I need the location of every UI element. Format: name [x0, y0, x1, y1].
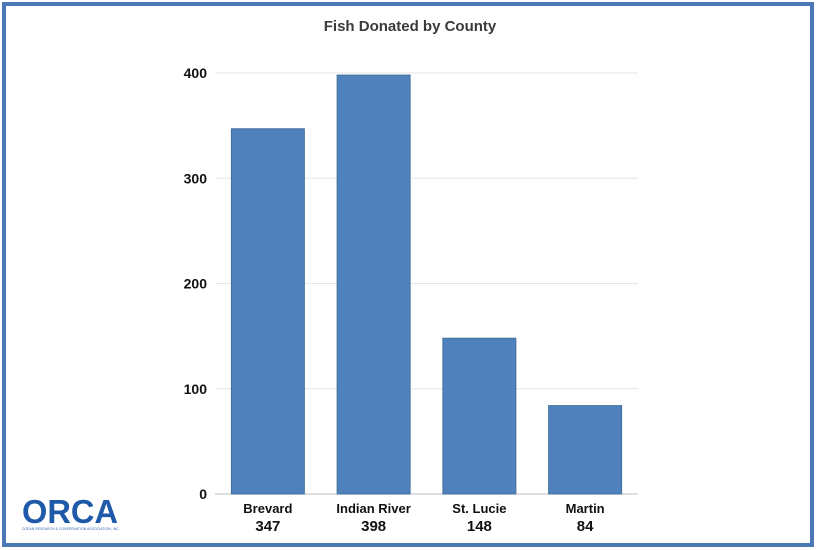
bar [442, 337, 517, 495]
y-tick-label: 200 [184, 276, 208, 292]
chart-title: Fish Donated by County [324, 18, 497, 35]
x-tick-label: Brevard [243, 501, 292, 516]
data-label: 84 [577, 518, 594, 535]
data-label: 347 [255, 518, 280, 535]
orca-logo: ORCA OCEAN RESEARCH & CONSERVATION ASSOC… [22, 493, 120, 531]
data-label: 398 [361, 518, 386, 535]
bar [230, 128, 305, 495]
bar-layer [230, 74, 623, 495]
y-tick-label: 300 [184, 170, 208, 186]
orca-logo-text: ORCA [22, 493, 118, 530]
y-tick-label: 400 [184, 65, 208, 81]
y-tick-label: 0 [199, 486, 207, 502]
label-layer: 0 100 200 300 400 Brevard 347 Indian River 398 St… [184, 65, 605, 535]
x-tick-label: Martin [566, 501, 605, 516]
bar [548, 405, 623, 495]
x-tick-label: St. Lucie [452, 501, 506, 516]
bar [336, 74, 411, 495]
data-label: 148 [467, 518, 492, 535]
orca-logo-tagline: OCEAN RESEARCH & CONSERVATION ASSOCIATIO… [22, 527, 120, 531]
y-tick-label: 100 [184, 381, 208, 397]
x-tick-label: Indian River [336, 501, 410, 516]
